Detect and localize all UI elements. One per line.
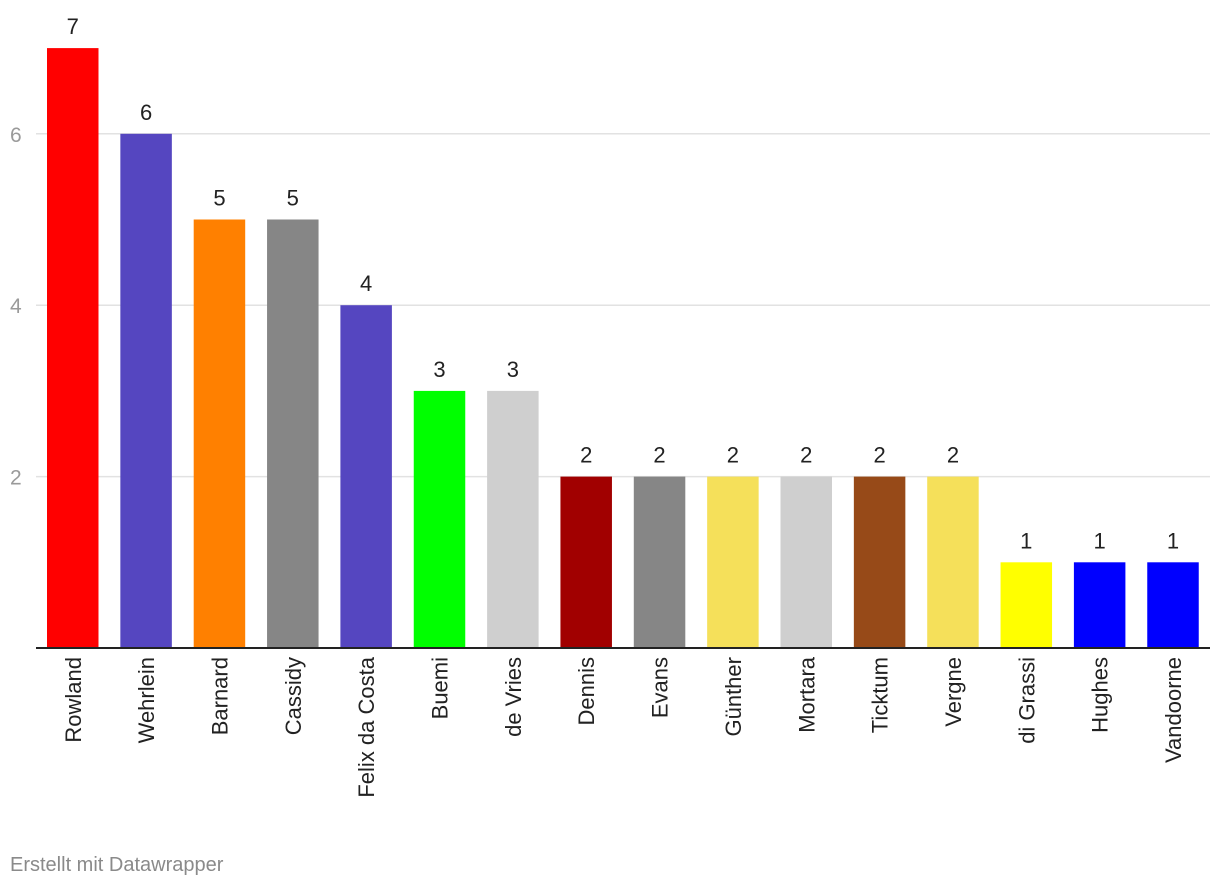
bar xyxy=(487,390,539,648)
bar xyxy=(707,476,759,648)
bar xyxy=(1000,562,1053,648)
data-label: 2 xyxy=(653,443,665,468)
data-label: 6 xyxy=(140,100,152,125)
bar xyxy=(47,48,99,649)
x-tick-label: Barnard xyxy=(207,657,232,735)
bar xyxy=(340,305,392,648)
data-label: 2 xyxy=(580,443,592,468)
data-label: 2 xyxy=(727,443,739,468)
bar xyxy=(120,133,172,649)
bar xyxy=(780,476,832,648)
data-label: 4 xyxy=(360,271,372,296)
bar xyxy=(633,476,686,648)
x-tick-label: Mortara xyxy=(794,656,819,733)
data-label: 1 xyxy=(1020,528,1032,553)
x-tick-label: Ticktum xyxy=(868,657,893,733)
data-label: 2 xyxy=(873,443,885,468)
data-label: 5 xyxy=(287,186,299,211)
x-tick-label: de Vries xyxy=(501,657,526,737)
x-tick-label: Wehrlein xyxy=(134,657,159,743)
y-tick-label: 4 xyxy=(10,295,22,318)
data-label: 1 xyxy=(1094,528,1106,553)
data-label: 2 xyxy=(800,443,812,468)
x-tick-label: Evans xyxy=(648,657,673,718)
x-tick-label: di Grassi xyxy=(1014,657,1039,744)
bar xyxy=(1073,562,1126,648)
bar xyxy=(193,219,246,648)
data-label: 3 xyxy=(433,357,445,382)
x-tick-label: Buemi xyxy=(428,657,453,719)
x-tick-label: Hughes xyxy=(1088,657,1113,733)
x-tick-label: Dennis xyxy=(574,657,599,725)
y-tick-label: 6 xyxy=(10,124,22,147)
data-label: 2 xyxy=(947,443,959,468)
x-tick-label: Vergne xyxy=(941,657,966,727)
bar xyxy=(927,476,979,648)
bar xyxy=(413,390,466,648)
x-tick-label: Vandoorne xyxy=(1161,657,1186,763)
data-label: 7 xyxy=(67,14,79,39)
bar xyxy=(853,476,906,648)
x-tick-label: Günther xyxy=(721,657,746,737)
x-tick-label: Rowland xyxy=(61,657,86,743)
bar xyxy=(560,476,612,648)
x-tick-label: Felix da Costa xyxy=(354,656,379,797)
data-label: 5 xyxy=(213,186,225,211)
y-tick-label: 2 xyxy=(10,467,22,490)
bar xyxy=(1147,562,1199,648)
data-label: 3 xyxy=(507,357,519,382)
bar xyxy=(267,219,319,648)
footer-credit: Erstellt mit Datawrapper xyxy=(10,854,224,876)
data-label: 1 xyxy=(1167,528,1179,553)
x-tick-label: Cassidy xyxy=(281,657,306,735)
